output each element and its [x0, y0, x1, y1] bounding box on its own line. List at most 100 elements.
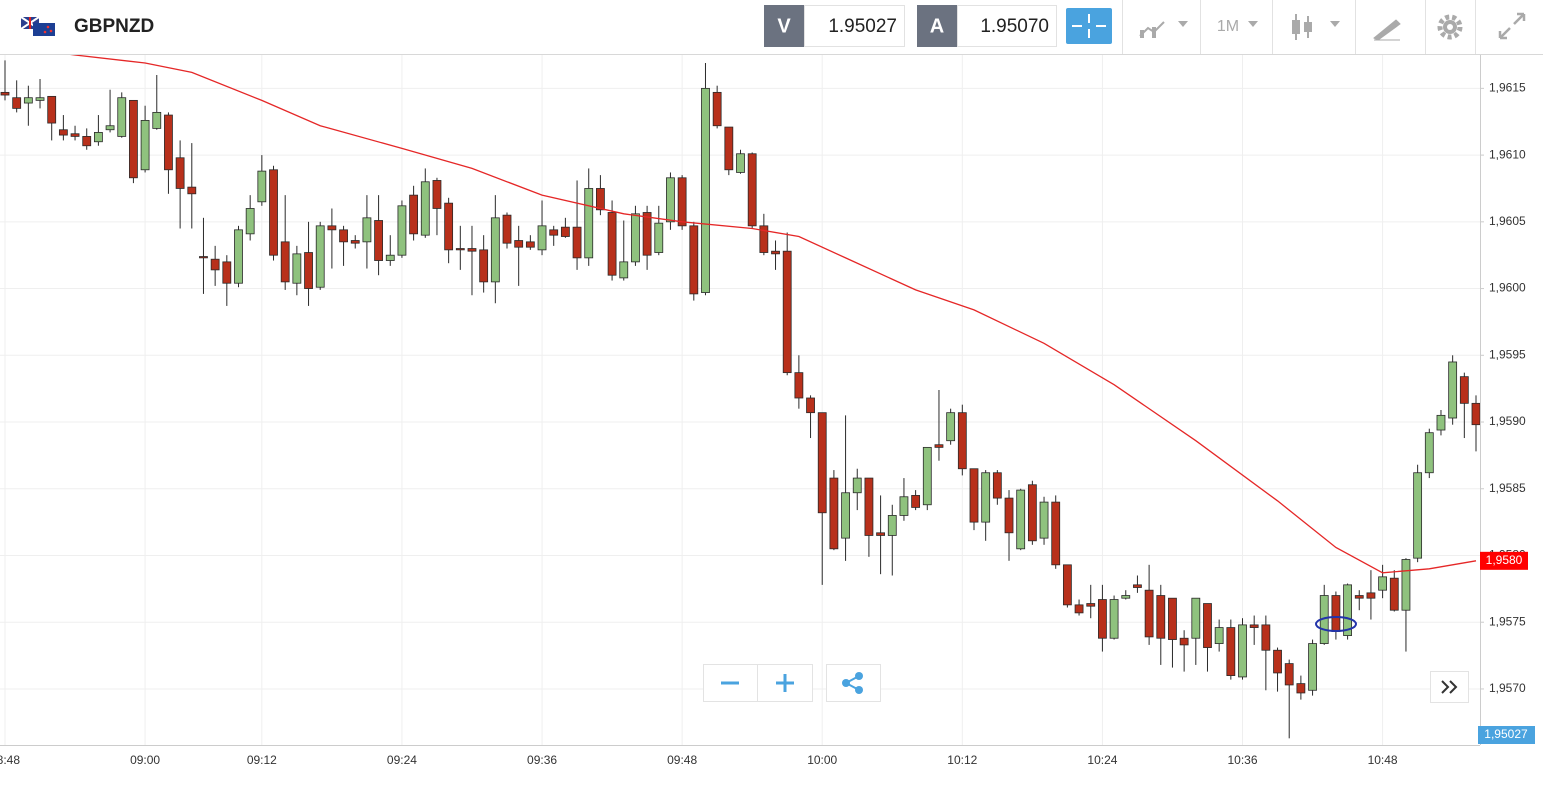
candle-body — [1203, 603, 1212, 648]
candle-body — [1168, 597, 1177, 640]
candle-body — [420, 181, 430, 236]
candle-body — [315, 225, 325, 288]
chart-type-button[interactable] — [1292, 14, 1340, 40]
x-tick-label: 08:48 — [0, 753, 20, 767]
candle-body — [397, 205, 407, 256]
fullscreen-button[interactable] — [1498, 12, 1526, 40]
candle-body — [852, 477, 862, 494]
x-tick-label: 10:36 — [1227, 753, 1257, 767]
candle-body — [829, 477, 839, 550]
candle-body — [385, 254, 395, 261]
candle-body — [1133, 584, 1142, 588]
candle-body — [969, 468, 979, 523]
candle-body — [280, 241, 290, 283]
ma-label: 1,9580 — [1486, 553, 1523, 567]
candle-body — [1062, 564, 1072, 606]
share-button[interactable] — [826, 664, 881, 702]
candle-body — [549, 229, 559, 236]
candle-body — [1354, 595, 1364, 599]
candle-body — [1413, 472, 1423, 559]
candle-body — [304, 252, 313, 289]
candle-body — [409, 194, 419, 235]
settings-button[interactable] — [1437, 14, 1463, 40]
timeframe[interactable]: 1M — [1217, 18, 1239, 35]
candle-body — [899, 496, 909, 516]
sell-label-box[interactable] — [764, 5, 804, 47]
candle-body — [1074, 604, 1084, 614]
candle-body — [175, 157, 185, 189]
sell-price[interactable]: 1.95027 — [828, 16, 897, 37]
candle-body — [374, 220, 383, 261]
candle-body — [432, 180, 442, 209]
candle-body — [245, 208, 255, 235]
candle-body — [782, 250, 792, 374]
candle-body — [1191, 597, 1201, 639]
y-tick-label: 1,9585 — [1489, 481, 1526, 495]
candle-body — [1016, 489, 1026, 550]
y-tick-label: 1,9610 — [1489, 147, 1526, 161]
candle-body — [1098, 599, 1107, 639]
sell-label[interactable]: V — [777, 15, 791, 37]
candle-body — [234, 229, 243, 284]
candle-body — [525, 241, 535, 248]
candle-body — [1401, 559, 1411, 611]
candle-body — [1273, 649, 1282, 674]
candle-body — [794, 372, 804, 399]
candle-body — [666, 177, 675, 223]
symbol: GBPNZD — [74, 16, 154, 37]
candle-body — [1389, 577, 1399, 611]
candle-body — [455, 248, 465, 251]
y-tick-label: 1,9605 — [1489, 214, 1526, 228]
candle-body — [537, 225, 547, 251]
draw-button[interactable] — [1373, 19, 1401, 41]
scroll-end-button[interactable] — [1430, 671, 1469, 703]
candle-body — [467, 248, 477, 252]
candle-body — [490, 217, 500, 283]
candle-body — [1378, 576, 1388, 591]
candle-body — [1179, 637, 1189, 646]
candle-body — [572, 226, 582, 259]
candle-body — [957, 412, 967, 470]
candle-body — [152, 111, 162, 129]
candle-body — [514, 240, 524, 248]
candle-body — [327, 225, 337, 231]
candle-body — [339, 229, 348, 243]
sell-price-box[interactable] — [804, 5, 905, 47]
flag-icon — [20, 16, 55, 36]
position-marker — [1315, 616, 1357, 632]
candle-body — [992, 472, 1002, 499]
ma-label-box — [1480, 551, 1528, 570]
zoom-in-button[interactable] — [757, 664, 813, 702]
candle-body — [1238, 624, 1247, 678]
candle-body — [642, 212, 652, 256]
candle-body — [841, 492, 850, 539]
buy-label-box[interactable] — [917, 5, 957, 47]
candle-body — [701, 87, 710, 293]
price-label-box — [1478, 726, 1535, 744]
candle-body — [981, 472, 991, 523]
candle-body — [47, 95, 57, 124]
x-tick-label: 09:00 — [130, 753, 160, 767]
x-tick-label: 10:48 — [1368, 753, 1398, 767]
candle-body — [93, 132, 103, 143]
candle-body — [887, 515, 897, 536]
buy-price-box[interactable] — [957, 5, 1057, 47]
candle-body — [140, 119, 150, 171]
candle-body — [876, 532, 885, 536]
buy-price[interactable]: 1.95070 — [980, 16, 1049, 37]
candle-body — [362, 217, 372, 243]
candle-body — [23, 97, 33, 104]
buy-label[interactable]: A — [930, 15, 944, 37]
x-tick-label: 09:48 — [667, 753, 697, 767]
candle-body — [58, 129, 68, 136]
indicator-button[interactable] — [1139, 21, 1188, 38]
candle-body — [269, 169, 278, 256]
zoom-out-button[interactable] — [703, 664, 758, 702]
candle-body — [35, 97, 45, 101]
candle-body — [619, 261, 629, 279]
candle-body — [1331, 595, 1341, 632]
crosshair-button[interactable] — [1066, 8, 1112, 44]
candle-body — [187, 186, 197, 195]
timeframe-caret[interactable] — [1248, 21, 1258, 27]
